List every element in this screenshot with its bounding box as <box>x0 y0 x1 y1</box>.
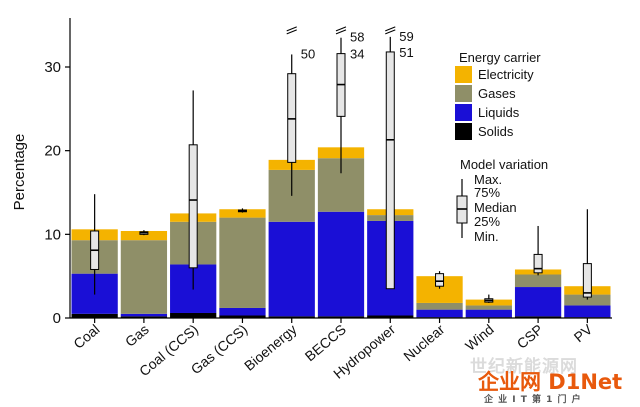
x-tick-label-9: CSP <box>514 321 546 352</box>
bar-liquids-5 <box>317 211 365 317</box>
x-tick-label-0: Coal <box>70 321 102 352</box>
max-value-label-6: 59 <box>399 29 413 44</box>
legend-swatch-electricity <box>455 66 472 83</box>
watermark-line1: 世纪新能源网 <box>470 357 578 377</box>
q3-value-label-5: 34 <box>350 47 364 62</box>
box-iqr-10 <box>582 263 592 298</box>
axis-break-mark-4 <box>286 29 297 35</box>
box-iqr-6 <box>385 51 395 290</box>
legend-title: Energy carrier <box>459 50 541 65</box>
box-legend-label-4: Min. <box>474 229 499 244</box>
bar-liquids-9 <box>514 287 562 317</box>
bar-gases-1 <box>120 240 168 314</box>
max-value-label-4: 50 <box>301 46 315 61</box>
boxplot-2 <box>188 90 198 290</box>
boxplot-0 <box>90 194 100 295</box>
watermark-line2: 企 业 I T 第 1 门 户 <box>484 395 582 405</box>
watermark-logo: 企业网 D1Net <box>478 370 623 394</box>
x-tick-label-1: Gas <box>122 321 152 350</box>
bar-liquids-7 <box>416 309 463 318</box>
bar-gases-8 <box>465 305 512 310</box>
bar-solids-3 <box>219 315 266 318</box>
boxplot-9 <box>533 225 543 276</box>
bar-solids-2 <box>170 312 217 318</box>
bar-gases-3 <box>219 217 266 308</box>
bar-liquids-10 <box>564 305 611 318</box>
box-iqr-2 <box>188 144 198 269</box>
box-iqr-7 <box>435 273 445 287</box>
bar-gases-10 <box>564 294 611 306</box>
bar-electricity-3 <box>219 209 266 218</box>
bar-solids-4 <box>268 316 315 318</box>
bar-solids-0 <box>71 313 118 318</box>
bar-solids-9 <box>514 316 562 318</box>
legend-label-gases: Gases <box>478 86 516 101</box>
legend-label-solids: Solids <box>478 124 514 139</box>
axis-break-mark-6 <box>385 26 396 32</box>
box-iqr-4 <box>287 73 297 163</box>
q3-value-label-6: 51 <box>399 45 413 60</box>
box-legend-label-0: Max. <box>474 172 502 187</box>
boxplot-7 <box>435 271 445 289</box>
y-tick-label-0: 0 <box>53 310 61 327</box>
bar-liquids-3 <box>219 307 266 316</box>
bar-solids-1 <box>120 316 168 318</box>
x-tick-label-5: BECCS <box>302 321 349 364</box>
legend-label-liquids: Liquids <box>478 105 520 120</box>
boxplot-1 <box>139 230 149 236</box>
legend-swatch-gases <box>455 85 472 102</box>
x-tick-label-4: Bioenergy <box>241 321 300 374</box>
x-tick-label-10: PV <box>571 321 596 346</box>
boxplot-10 <box>582 209 592 300</box>
boxplot-3 <box>237 208 247 213</box>
legend-label-electricity: Electricity <box>478 67 534 82</box>
bar-liquids-8 <box>465 309 512 318</box>
legend-swatch-liquids <box>455 104 472 121</box>
y-axis-label: Percentage <box>11 134 28 211</box>
y-tick-label-20: 20 <box>44 143 61 160</box>
x-tick-label-7: Nuclear <box>400 321 447 364</box>
bar-solids-6 <box>367 315 414 318</box>
bar-liquids-1 <box>120 313 168 317</box>
boxplot-8 <box>484 294 494 303</box>
max-value-label-5: 58 <box>350 30 364 45</box>
axis-break-mark-5 <box>335 29 347 35</box>
box-legend-label-2: Median <box>474 200 517 215</box>
legend-swatch-solids <box>455 123 472 140</box>
bar-gases-7 <box>416 302 463 310</box>
bar-liquids-4 <box>268 221 315 317</box>
box-legend-label-3: 25% <box>474 214 500 229</box>
box-legend-title: Model variation <box>460 157 548 172</box>
y-tick-label-30: 30 <box>44 59 61 76</box>
bar-solids-5 <box>317 316 365 318</box>
axis-break-mark-6 <box>385 29 396 35</box>
boxplot-4: 50 <box>286 26 315 196</box>
box-iqr-9 <box>533 253 543 274</box>
legend-layer: Energy carrier Electricity Gases Liquids Sol… <box>455 50 548 244</box>
axis-break-mark-5 <box>335 26 347 32</box>
bar-gases-9 <box>514 274 562 288</box>
bar-electricity-1 <box>120 230 168 241</box>
box-legend-label-1: 75% <box>474 185 500 200</box>
y-tick-label-10: 10 <box>44 226 61 243</box>
x-tick-label-8: Wind <box>462 321 497 354</box>
axis-break-mark-4 <box>286 26 297 32</box>
